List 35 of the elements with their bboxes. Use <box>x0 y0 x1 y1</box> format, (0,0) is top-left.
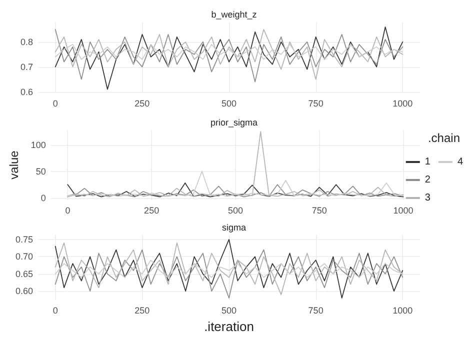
x-tick-label: 1000 <box>393 206 414 216</box>
y-tick-label: 0 <box>40 192 46 203</box>
x-axis-title: .iteration <box>204 319 254 334</box>
legend-label: 2 <box>424 174 431 186</box>
y-axis-title: value <box>7 150 21 180</box>
y-tick-label: 50 <box>36 166 46 176</box>
x-tick-label: 1000 <box>392 98 413 108</box>
chart-title: sigma <box>222 222 246 232</box>
x-tick-label: 250 <box>134 98 150 108</box>
x-tick-label: 0 <box>52 98 58 108</box>
y-tick-label: 0.70 <box>15 252 33 262</box>
x-tick-label: 750 <box>308 98 324 108</box>
legend-label: 1 <box>424 156 431 168</box>
x-tick-label: 250 <box>144 206 160 216</box>
y-tick-label: 0.7 <box>20 62 33 72</box>
x-tick-label: 1000 <box>392 306 413 316</box>
y-tick-label: 0.60 <box>15 286 33 296</box>
y-tick-label: 100 <box>30 140 46 150</box>
y-tick-label: 0.8 <box>20 36 33 47</box>
x-tick-label: 0 <box>52 306 58 316</box>
x-tick-label: 750 <box>312 206 327 216</box>
x-tick-label: 500 <box>221 306 237 316</box>
legend-title: .chain <box>428 131 460 145</box>
x-tick-label: 0 <box>65 206 70 216</box>
y-tick-label: 0.75 <box>15 234 33 244</box>
x-tick-label: 250 <box>134 306 150 316</box>
x-tick-label: 750 <box>308 306 324 316</box>
x-tick-label: 500 <box>228 206 243 216</box>
legend-label: 3 <box>424 192 431 204</box>
chart-title: b_weight_z <box>211 10 258 20</box>
legend-label: 4 <box>457 156 464 168</box>
y-tick-label: 0.6 <box>20 86 33 97</box>
x-tick-label: 500 <box>221 98 237 108</box>
chart-title: prior_sigma <box>210 118 258 128</box>
y-tick-label: 0.65 <box>15 268 33 279</box>
